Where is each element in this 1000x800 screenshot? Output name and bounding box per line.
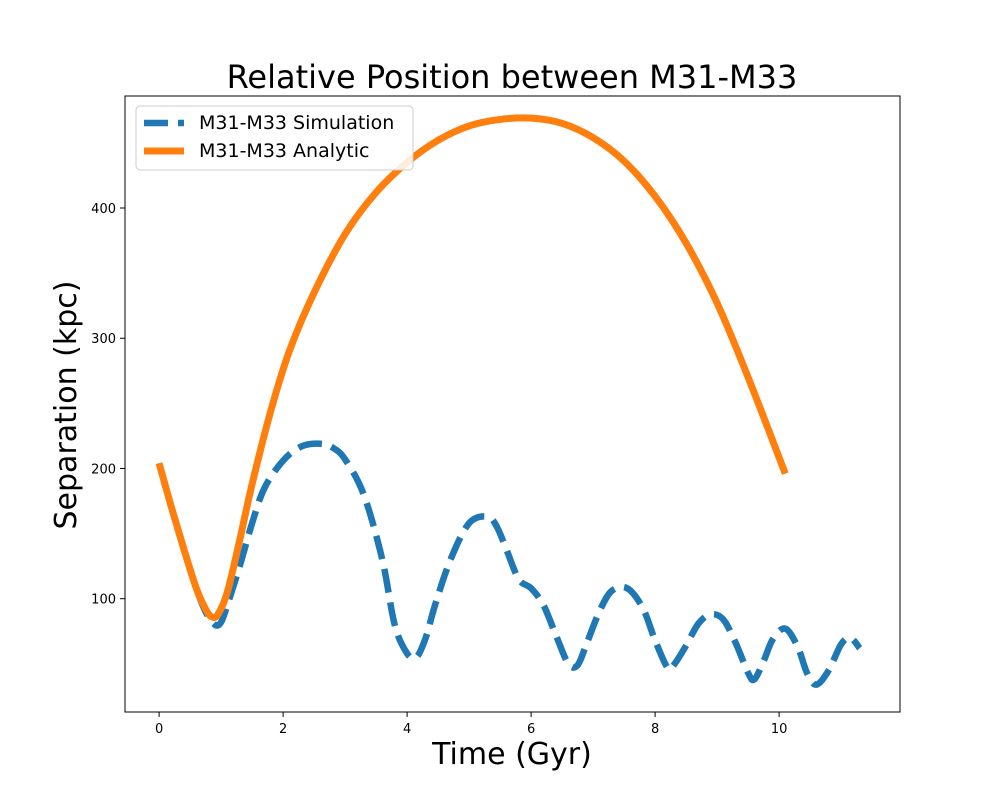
series-line-2 xyxy=(155,114,789,622)
axes: 0 2 4 6 8 10 100 200 300 400 xyxy=(91,95,901,737)
x-tick-label: 8 xyxy=(651,722,659,737)
legend: M31-M33 Simulation M31-M33 Analytic xyxy=(135,105,414,171)
x-tick-label: 6 xyxy=(527,722,535,737)
x-tick-label: 4 xyxy=(403,722,411,737)
legend-label-2: M31-M33 Analytic xyxy=(199,140,369,162)
y-tick-label: 100 xyxy=(91,593,116,608)
plot-lines xyxy=(155,114,863,688)
legend-label-1: M31-M33 Simulation xyxy=(199,112,394,134)
y-tick-label: 200 xyxy=(91,462,116,477)
x-tick-label: 2 xyxy=(279,722,287,737)
y-tick-label: 400 xyxy=(91,202,116,217)
legend-box xyxy=(135,105,414,171)
x-tick-label: 10 xyxy=(771,722,788,737)
x-axis-label: Time (Gyr) xyxy=(431,737,592,772)
y-axis-label: Separation (kpc) xyxy=(49,281,84,530)
chart-title: Relative Position between M31-M33 xyxy=(227,58,798,96)
x-tick-label: 0 xyxy=(155,722,163,737)
y-tick-label: 300 xyxy=(91,332,116,347)
series-line-1 xyxy=(155,440,863,688)
plot-frame xyxy=(124,95,901,713)
